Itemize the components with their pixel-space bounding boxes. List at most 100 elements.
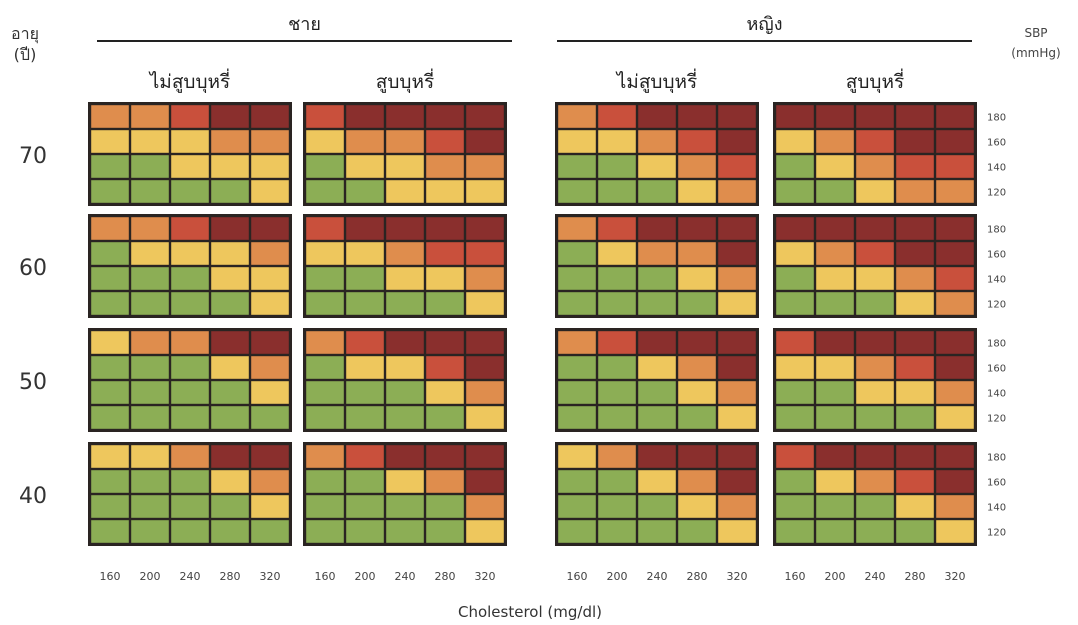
risk-cell (558, 406, 596, 429)
risk-cell (856, 495, 894, 518)
risk-cell (638, 381, 676, 404)
cholesterol-tick-label: 320 (475, 570, 496, 583)
risk-cell (776, 180, 814, 203)
risk-cell (91, 180, 129, 203)
risk-cell (678, 331, 716, 354)
risk-cell (638, 292, 676, 315)
risk-cell (466, 470, 504, 493)
risk-cell (466, 292, 504, 315)
risk-cell (171, 520, 209, 543)
risk-cell (936, 495, 974, 518)
risk-cell (306, 292, 344, 315)
risk-cell (251, 130, 289, 153)
risk-cell (598, 356, 636, 379)
risk-cell (856, 331, 894, 354)
risk-cell (896, 242, 934, 265)
risk-cell (678, 155, 716, 178)
risk-cell (718, 445, 756, 468)
risk-cell (346, 217, 384, 240)
risk-cell (598, 520, 636, 543)
risk-cell (598, 242, 636, 265)
sbp-axis-title: (mmHg) (1011, 46, 1060, 60)
risk-cell (131, 381, 169, 404)
risk-cell (426, 242, 464, 265)
risk-cell (598, 267, 636, 290)
risk-cell (936, 105, 974, 128)
risk-cell (251, 155, 289, 178)
risk-cell (211, 130, 249, 153)
risk-cell (776, 130, 814, 153)
risk-cell (856, 356, 894, 379)
risk-cell (678, 470, 716, 493)
risk-cell (426, 155, 464, 178)
risk-cell (558, 356, 596, 379)
cholesterol-tick-label: 200 (140, 570, 161, 583)
risk-cell (131, 470, 169, 493)
sbp-tick-label: 120 (987, 528, 1006, 539)
risk-cell (856, 105, 894, 128)
sbp-tick-label: 180 (987, 453, 1006, 464)
risk-cell (346, 267, 384, 290)
risk-cell (466, 155, 504, 178)
risk-cell (306, 267, 344, 290)
risk-cell (678, 217, 716, 240)
risk-cell (466, 242, 504, 265)
risk-cell (346, 331, 384, 354)
risk-cell (386, 331, 424, 354)
risk-cell (816, 470, 854, 493)
risk-cell (678, 445, 716, 468)
risk-cell (896, 406, 934, 429)
risk-cell (936, 155, 974, 178)
risk-cell (466, 495, 504, 518)
risk-cell (638, 445, 676, 468)
risk-cell (856, 242, 894, 265)
risk-cell (896, 217, 934, 240)
risk-cell (251, 331, 289, 354)
risk-cell (856, 130, 894, 153)
risk-cell (346, 470, 384, 493)
risk-cell (91, 445, 129, 468)
risk-cell (91, 381, 129, 404)
risk-cell (211, 267, 249, 290)
risk-cell (776, 406, 814, 429)
risk-cell (91, 356, 129, 379)
risk-cell (91, 520, 129, 543)
risk-cell (896, 356, 934, 379)
risk-cell (386, 520, 424, 543)
risk-cell (936, 406, 974, 429)
risk-cell (558, 331, 596, 354)
risk-cell (211, 105, 249, 128)
cholesterol-tick-label: 280 (905, 570, 926, 583)
risk-cell (171, 105, 209, 128)
risk-cell (91, 155, 129, 178)
risk-cell (386, 267, 424, 290)
risk-cell (856, 292, 894, 315)
risk-cell (251, 520, 289, 543)
risk-cell (386, 105, 424, 128)
risk-cell (638, 495, 676, 518)
risk-cell (776, 331, 814, 354)
risk-cell (346, 520, 384, 543)
risk-cell (896, 292, 934, 315)
risk-cell (638, 470, 676, 493)
risk-cell (131, 217, 169, 240)
risk-cell (251, 242, 289, 265)
risk-cell (131, 520, 169, 543)
risk-cell (896, 267, 934, 290)
risk-cell (678, 495, 716, 518)
risk-cell (426, 356, 464, 379)
risk-cell (816, 356, 854, 379)
risk-cell (936, 445, 974, 468)
risk-cell (856, 470, 894, 493)
sbp-tick-label: 120 (987, 188, 1006, 199)
cholesterol-tick-label: 160 (567, 570, 588, 583)
sbp-tick-label: 160 (987, 138, 1006, 149)
cholesterol-tick-label: 320 (945, 570, 966, 583)
risk-cell (91, 242, 129, 265)
risk-cell (558, 180, 596, 203)
risk-cell (558, 520, 596, 543)
risk-cell (131, 356, 169, 379)
risk-cell (346, 180, 384, 203)
risk-cell (306, 356, 344, 379)
